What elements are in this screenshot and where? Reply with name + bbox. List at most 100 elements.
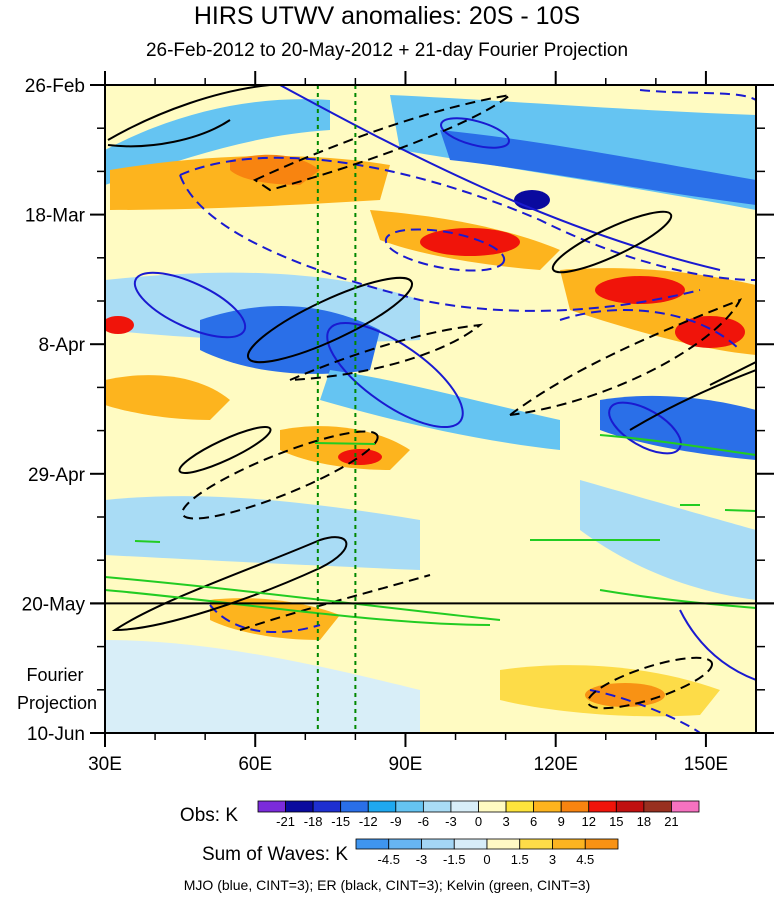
colorbar-level-label: 0	[475, 814, 482, 829]
colorbar-swatch	[584, 838, 619, 850]
colorbar-level-label: 4.5	[576, 852, 594, 867]
colorbar-swatch	[533, 800, 562, 813]
colorbar-level-label: 0	[483, 852, 490, 867]
y-tick-label: 8-Apr	[39, 335, 86, 356]
mjo-contour-dashed	[639, 89, 756, 101]
er-contour-dashed	[586, 656, 714, 710]
kelvin-contour	[314, 442, 376, 445]
colorbar-swatch	[395, 800, 424, 813]
er-contour-dashed	[509, 298, 743, 416]
y-tick-label: 26-Feb	[25, 76, 85, 97]
mjo-contour-dashed	[384, 228, 506, 272]
colorbar-level-label: 15	[609, 814, 623, 829]
positive-anomaly-region	[595, 276, 685, 304]
x-tick-label: 120E	[534, 754, 578, 775]
colorbar-level-label: 3	[549, 852, 556, 867]
colorbar-level-label: -15	[331, 814, 350, 829]
mjo-contour-solid	[440, 117, 510, 149]
mjo-contour-dashed	[179, 174, 701, 312]
colorbar-level-label: -18	[304, 814, 323, 829]
colorbar-level-label: -4.5	[378, 852, 400, 867]
colorbar-level-label: -21	[276, 814, 295, 829]
positive-anomaly-region	[110, 155, 390, 210]
positive-anomaly-region	[105, 375, 230, 420]
colorbar-level-label: -3	[416, 852, 428, 867]
er-contour-dashed	[289, 323, 484, 381]
colorbar-swatch	[643, 800, 672, 813]
colorbar-swatch	[560, 800, 590, 813]
waves-colorbar-label: Sum of Waves: K	[202, 844, 348, 865]
kelvin-contour	[599, 589, 756, 609]
positive-anomaly-region	[675, 316, 745, 348]
colorbar-level-label: 1.5	[511, 852, 529, 867]
mjo-contour-dashed	[559, 309, 741, 351]
mjo-contour-solid	[679, 609, 756, 681]
colorbar-level-label: -3	[445, 814, 457, 829]
wave-contours	[105, 85, 756, 733]
mjo-contour-dashed	[179, 156, 756, 281]
er-contour-solid	[111, 536, 348, 632]
colorbar-swatch	[355, 838, 390, 850]
mjo-contour-solid	[133, 271, 247, 339]
negative-anomaly-region	[514, 190, 550, 210]
colorbar-swatch	[340, 800, 369, 813]
colorbar-swatch	[453, 838, 488, 850]
negative-anomaly-region	[440, 130, 756, 205]
er-contour-solid	[629, 369, 756, 431]
mjo-contour-solid	[608, 401, 682, 455]
er-contour-dashed	[181, 430, 379, 520]
kelvin-contour	[599, 434, 756, 456]
er-contour-solid	[551, 210, 673, 274]
waves-colorbar: -4.5 -3 -1.5 0 1.5 3 4.5	[355, 838, 619, 867]
colorbar-swatch	[450, 800, 479, 813]
colorbar-level-label: 6	[530, 814, 537, 829]
colorbar-swatch	[367, 800, 397, 813]
mjo-contour-dashed	[209, 604, 321, 634]
er-contour-solid	[709, 361, 756, 386]
colorbar-swatch	[312, 800, 342, 813]
negative-anomaly-region	[320, 370, 560, 450]
colorbar-level-label: -12	[359, 814, 378, 829]
colorbar-level-label: 21	[664, 814, 678, 829]
er-contour-dashed	[239, 574, 431, 631]
colorbar-swatch	[478, 800, 507, 813]
colorbar-swatch	[421, 838, 455, 850]
chart-subtitle: 26-Feb-2012 to 20-May-2012 + 21-day Four…	[145, 40, 629, 61]
colorbar-level-label: -6	[418, 814, 430, 829]
colorbar-swatch	[552, 838, 586, 850]
colorbar-swatch	[422, 800, 452, 813]
plot-frame	[104, 84, 757, 734]
colorbar-swatch	[486, 838, 521, 850]
obs-colorbar: -21 -18 -15 -12 -9 -6 -3 0 3 6 9 12 15 18 21	[257, 800, 700, 829]
kelvin-contour	[105, 589, 491, 626]
projection-label-line2: Projection	[17, 693, 97, 713]
footnote: MJO (blue, CINT=3); ER (black, CINT=3); …	[183, 877, 591, 893]
mjo-contour-solid	[326, 321, 464, 429]
positive-anomaly-region	[585, 683, 665, 707]
x-tick-label: 30E	[88, 754, 122, 775]
colorbar-level-label: 9	[558, 814, 565, 829]
obs-colorbar-label: Obs: K	[180, 805, 238, 826]
anomaly-field	[105, 95, 756, 733]
colorbar-swatch	[257, 800, 286, 813]
kelvin-contour	[105, 576, 501, 621]
negative-anomaly-region	[105, 496, 420, 570]
negative-anomaly-region	[105, 640, 420, 733]
mjo-contour-solid	[279, 85, 721, 271]
er-contour-solid	[107, 85, 271, 141]
colorbar-swatch	[615, 800, 645, 813]
y-tick-label: 29-Apr	[28, 465, 86, 486]
colorbar-level-label: 3	[502, 814, 509, 829]
er-contour-dashed	[252, 93, 514, 192]
er-contour-solid	[246, 276, 414, 364]
colorbar-swatch	[671, 800, 700, 813]
x-tick-label: 60E	[238, 754, 272, 775]
kelvin-contour	[134, 540, 161, 543]
er-contour-solid	[107, 119, 231, 148]
colorbar-level-label: 12	[582, 814, 596, 829]
colorbar-level-label: 18	[637, 814, 651, 829]
er-contour-solid	[178, 426, 272, 474]
negative-anomaly-region	[580, 480, 756, 600]
